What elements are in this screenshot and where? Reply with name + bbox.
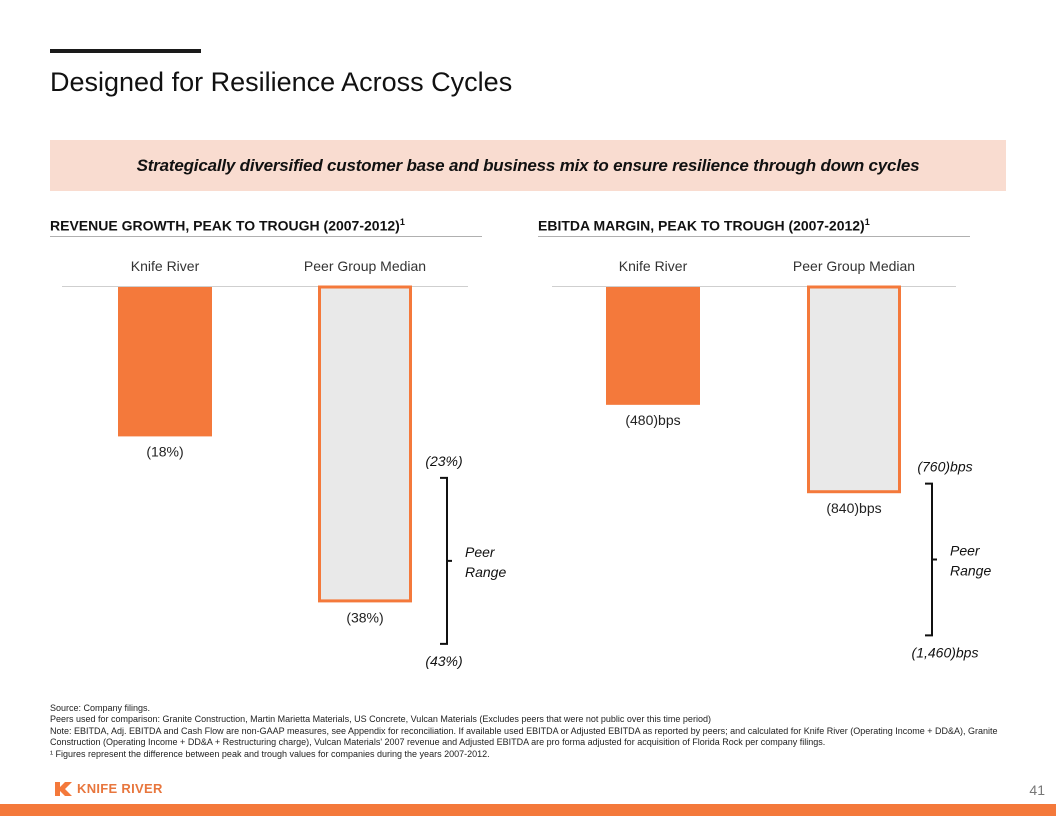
ebitda-category-label: Peer Group Median [793, 258, 915, 274]
revenue-chart-title-footnote: 1 [399, 217, 405, 227]
ebitda-peer-range-label: Range [950, 563, 991, 579]
revenue-peer-range-bracket [440, 476, 452, 645]
ebitda-peer-median-bar [807, 285, 901, 494]
revenue-knife-river-value-label: (18%) [146, 443, 183, 459]
page-number: 41 [1029, 782, 1045, 798]
revenue-peer-range-label: Range [465, 564, 506, 580]
footnote-peers: Peers used for comparison: Granite Const… [50, 714, 711, 725]
title-accent-rule [50, 49, 201, 53]
page-title: Designed for Resilience Across Cycles [50, 67, 513, 97]
footnote-source: Source: Company filings. [50, 703, 151, 713]
revenue-peer-median-value-label: (38%) [346, 609, 383, 625]
ebitda-peer-range-high-label: (760)bps [917, 459, 972, 475]
logo-text: KNIFE RIVER [77, 781, 163, 796]
revenue-chart-title: REVENUE GROWTH, PEAK TO TROUGH (2007-201… [50, 217, 405, 234]
footnotes: Source: Company filings. Peers used for … [50, 703, 1010, 760]
ebitda-category-label: Knife River [619, 258, 688, 274]
footnote-note: Note: EBITDA, Adj. EBITDA and Cash Flow … [50, 725, 998, 748]
revenue-peer-range-high-label: (23%) [425, 453, 462, 469]
knife-river-logo: KNIFE RIVER [55, 781, 163, 796]
revenue-growth-chart: Knife River Peer Group Median (18%) (38%) (2… [62, 258, 506, 669]
ebitda-chart-title: EBITDA MARGIN, PEAK TO TROUGH (2007-2012… [538, 217, 870, 234]
ebitda-chart-title-rule [538, 236, 970, 237]
ebitda-peer-range-label: Peer [950, 543, 981, 559]
ebitda-peer-range-bracket [925, 482, 937, 637]
revenue-category-label: Knife River [131, 258, 200, 274]
ebitda-margin-chart: Knife River Peer Group Median (480)bps (840… [552, 258, 991, 660]
ebitda-chart-title-text: EBITDA MARGIN, PEAK TO TROUGH (2007-2012… [538, 217, 865, 234]
knife-river-logo-icon [55, 781, 72, 796]
banner-text: Strategically diversified customer base … [136, 155, 920, 175]
revenue-peer-median-bar [318, 285, 412, 603]
revenue-peer-range-low-label: (43%) [425, 653, 462, 669]
bottom-accent-bar [0, 804, 1056, 816]
ebitda-knife-river-value-label: (480)bps [625, 412, 680, 428]
ebitda-peer-median-value-label: (840)bps [826, 500, 881, 516]
key-message-banner: Strategically diversified customer base … [50, 140, 1006, 191]
ebitda-peer-range-low-label: (1,460)bps [912, 644, 979, 660]
revenue-chart-title-text: REVENUE GROWTH, PEAK TO TROUGH (2007-201… [50, 217, 400, 234]
revenue-knife-river-bar [118, 287, 212, 437]
ebitda-knife-river-bar [606, 287, 700, 405]
revenue-peer-range-label: Peer [465, 544, 496, 560]
footnote-figures: ¹ Figures represent the difference betwe… [50, 748, 490, 759]
revenue-chart-title-rule [50, 236, 482, 237]
revenue-category-label: Peer Group Median [304, 258, 426, 274]
ebitda-chart-title-footnote: 1 [864, 217, 870, 227]
